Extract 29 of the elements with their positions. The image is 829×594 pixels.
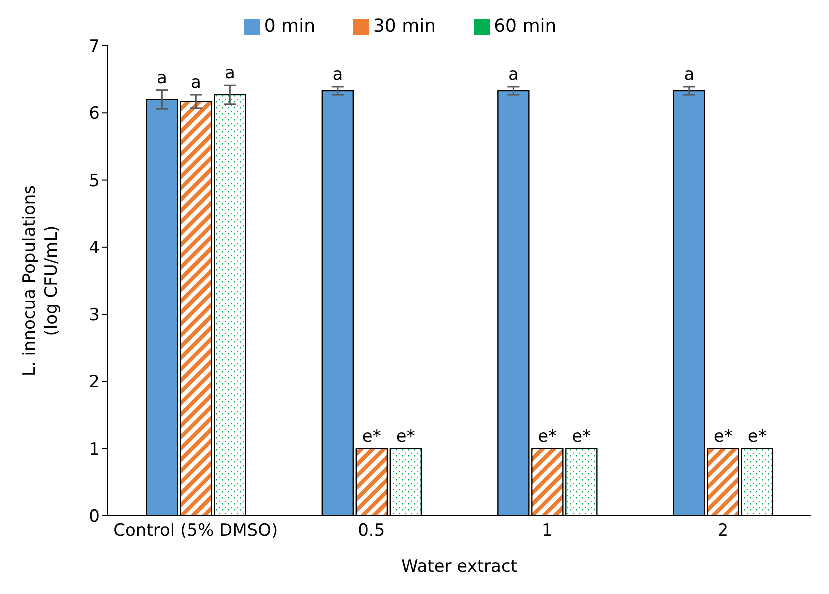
legend-label: 0 min — [264, 16, 316, 37]
y-tick-label: 6 — [89, 104, 100, 124]
data-label: a — [684, 64, 695, 85]
legend-label: 30 min — [373, 16, 436, 37]
x-axis-title: Water extract — [402, 557, 518, 577]
data-label: e* — [572, 426, 592, 447]
y-tick-label: 5 — [89, 171, 100, 192]
data-label: a — [508, 64, 519, 85]
x-tick-label: 2 — [718, 521, 729, 542]
data-label: e* — [538, 426, 558, 447]
x-tick-label: Control (5% DMSO) — [114, 521, 278, 542]
y-tick-label: 2 — [89, 372, 100, 393]
y-tick-label: 1 — [89, 440, 100, 460]
legend-label: 60 min — [494, 16, 557, 37]
x-tick-label: 0.5 — [358, 521, 386, 542]
x-tick-label: 1 — [542, 521, 553, 542]
y-tick-label: 3 — [89, 306, 100, 326]
y-axis-title: L. innocua Populations (log CFU/mL) — [20, 185, 62, 377]
data-label: a — [332, 64, 344, 85]
data-label: a — [190, 73, 202, 94]
data-label: e* — [362, 426, 382, 447]
data-label: e* — [396, 426, 416, 447]
data-label: e* — [748, 426, 767, 447]
data-label: a — [224, 64, 236, 84]
y-tick-label: 4 — [89, 238, 100, 258]
data-label: a — [156, 68, 168, 88]
y-tick-label: 0 — [89, 507, 100, 528]
y-tick-label: 7 — [89, 37, 100, 58]
data-label: e* — [714, 426, 733, 447]
